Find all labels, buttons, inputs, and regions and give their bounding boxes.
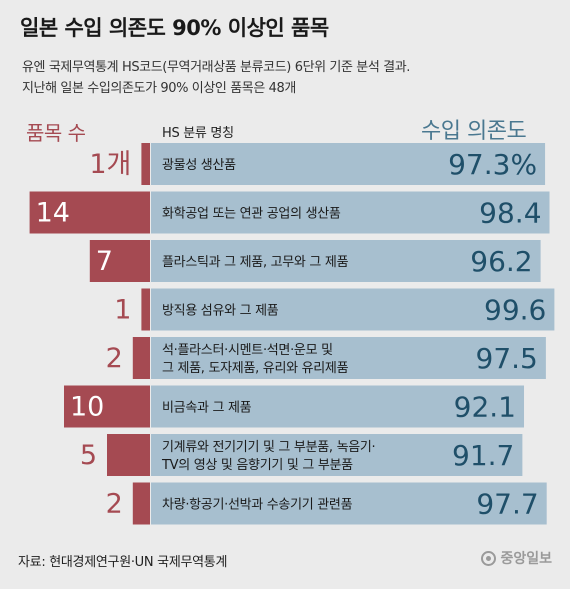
subtitle-line-1: 유엔 국제무역통계 HS코드(무역거래상품 분류코드) 6단위 기준 분석 결과… — [22, 60, 410, 75]
count-bar — [141, 143, 150, 185]
header-hs-name: HS 분류 명칭 — [162, 126, 234, 141]
count-bar — [132, 482, 150, 525]
count-label: 14 — [36, 198, 70, 229]
category-label: 비금속과 그 제품 — [162, 401, 252, 416]
count-label: 2 — [106, 489, 123, 520]
dependency-bar — [151, 482, 547, 525]
chart-title: 일본 수입 의존도 90% 이상인 품목 — [20, 16, 329, 40]
dependency-bar — [151, 240, 541, 282]
category-label: 방직용 섬유와 그 제품 — [162, 304, 279, 319]
publisher-logo: 중앙일보 — [481, 548, 552, 568]
source-note: 자료: 현대경제연구원·UN 국제무역통계 — [18, 555, 228, 570]
count-bar — [132, 337, 150, 379]
count-label: 5 — [80, 440, 97, 471]
dependency-bar — [151, 337, 546, 379]
category-label: 그 제품, 도자제품, 유리와 유리제품 — [162, 361, 349, 376]
category-label: 화학공업 또는 연관 공업의 생산품 — [162, 207, 341, 222]
dependency-value-label: 98.4 — [479, 197, 541, 230]
category-label: 기계류와 전기기기 및 그 부분품, 녹음기· — [162, 440, 375, 455]
category-label: TV의 영상 및 음향기기 및 그 부분품 — [161, 458, 353, 473]
dependency-bar — [151, 288, 555, 331]
header-item-count: 품목 수 — [26, 121, 86, 145]
count-bar — [29, 191, 151, 234]
dependency-value-label: 99.6 — [484, 294, 546, 327]
count-label: 10 — [70, 392, 104, 423]
dependency-bar — [151, 385, 525, 428]
count-label: 1개 — [89, 149, 131, 180]
count-bar — [64, 385, 150, 428]
dependency-value-label: 97.7 — [476, 488, 538, 521]
category-label: 광물성 생산품 — [162, 158, 236, 173]
count-label: 1 — [114, 295, 131, 326]
category-label: 차량·항공기·선박과 수송기기 관련품 — [162, 498, 353, 513]
count-bar — [89, 240, 150, 282]
logo-icon — [481, 550, 497, 566]
header-import-dependency: 수입 의존도 — [421, 119, 527, 144]
count-label: 2 — [106, 343, 123, 374]
logo-text: 중앙일보 — [500, 551, 552, 567]
dependency-value-label: 92.1 — [454, 391, 516, 424]
count-bar — [141, 288, 150, 331]
subtitle-line-2: 지난해 일본 수입의존도가 90% 이상인 품목은 48개 — [22, 81, 296, 96]
category-label: 플라스틱과 그 제품, 고무와 그 제품 — [162, 255, 349, 270]
dependency-value-label: 91.7 — [452, 439, 514, 472]
dependency-value-label: 96.2 — [470, 245, 532, 278]
dependency-value-label: 97.3% — [448, 148, 537, 181]
dependency-bar — [151, 434, 523, 476]
dependency-bar — [151, 191, 550, 234]
dependency-bar — [151, 143, 546, 185]
count-label: 7 — [96, 246, 113, 277]
count-bar — [107, 434, 150, 476]
category-label: 석·플라스터·시멘트·석면·운모 및 — [162, 343, 333, 358]
dependency-value-label: 97.5 — [476, 342, 538, 375]
